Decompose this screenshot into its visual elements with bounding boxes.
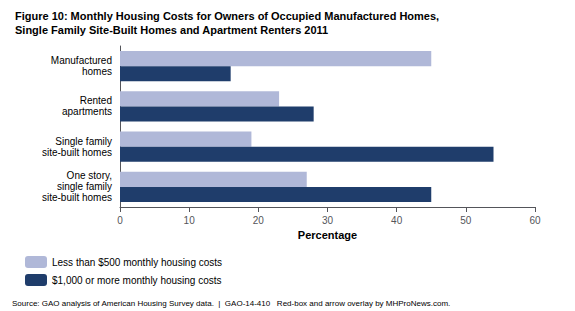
svg-text:50: 50	[460, 215, 472, 226]
svg-text:Less than $500 monthly housing: Less than $500 monthly housing costs	[52, 257, 222, 268]
svg-text:One story,: One story,	[67, 170, 112, 181]
svg-text:site-built homes: site-built homes	[42, 147, 112, 158]
svg-text:$1,000 or more monthly housing: $1,000 or more monthly housing costs	[52, 275, 222, 286]
svg-text:Source: GAO analysis of Americ: Source: GAO analysis of American Housing…	[12, 299, 450, 308]
svg-text:0: 0	[117, 215, 123, 226]
svg-text:homes: homes	[82, 66, 112, 77]
svg-text:apartments: apartments	[62, 106, 112, 117]
svg-text:30: 30	[322, 215, 334, 226]
svg-text:Rented: Rented	[80, 95, 112, 106]
svg-text:Single family: Single family	[55, 136, 112, 147]
svg-text:Percentage: Percentage	[298, 229, 357, 241]
svg-text:60: 60	[529, 215, 541, 226]
svg-text:20: 20	[253, 215, 265, 226]
svg-text:40: 40	[391, 215, 403, 226]
svg-text:Figure 10: Monthly Housing Cos: Figure 10: Monthly Housing Costs for Own…	[15, 10, 439, 22]
svg-text:single family: single family	[57, 181, 112, 192]
svg-text:Single Family Site-Built Homes: Single Family Site-Built Homes and Apart…	[15, 24, 328, 36]
svg-text:Manufactured: Manufactured	[51, 55, 112, 66]
svg-text:site-built homes: site-built homes	[42, 192, 112, 203]
svg-text:10: 10	[184, 215, 196, 226]
